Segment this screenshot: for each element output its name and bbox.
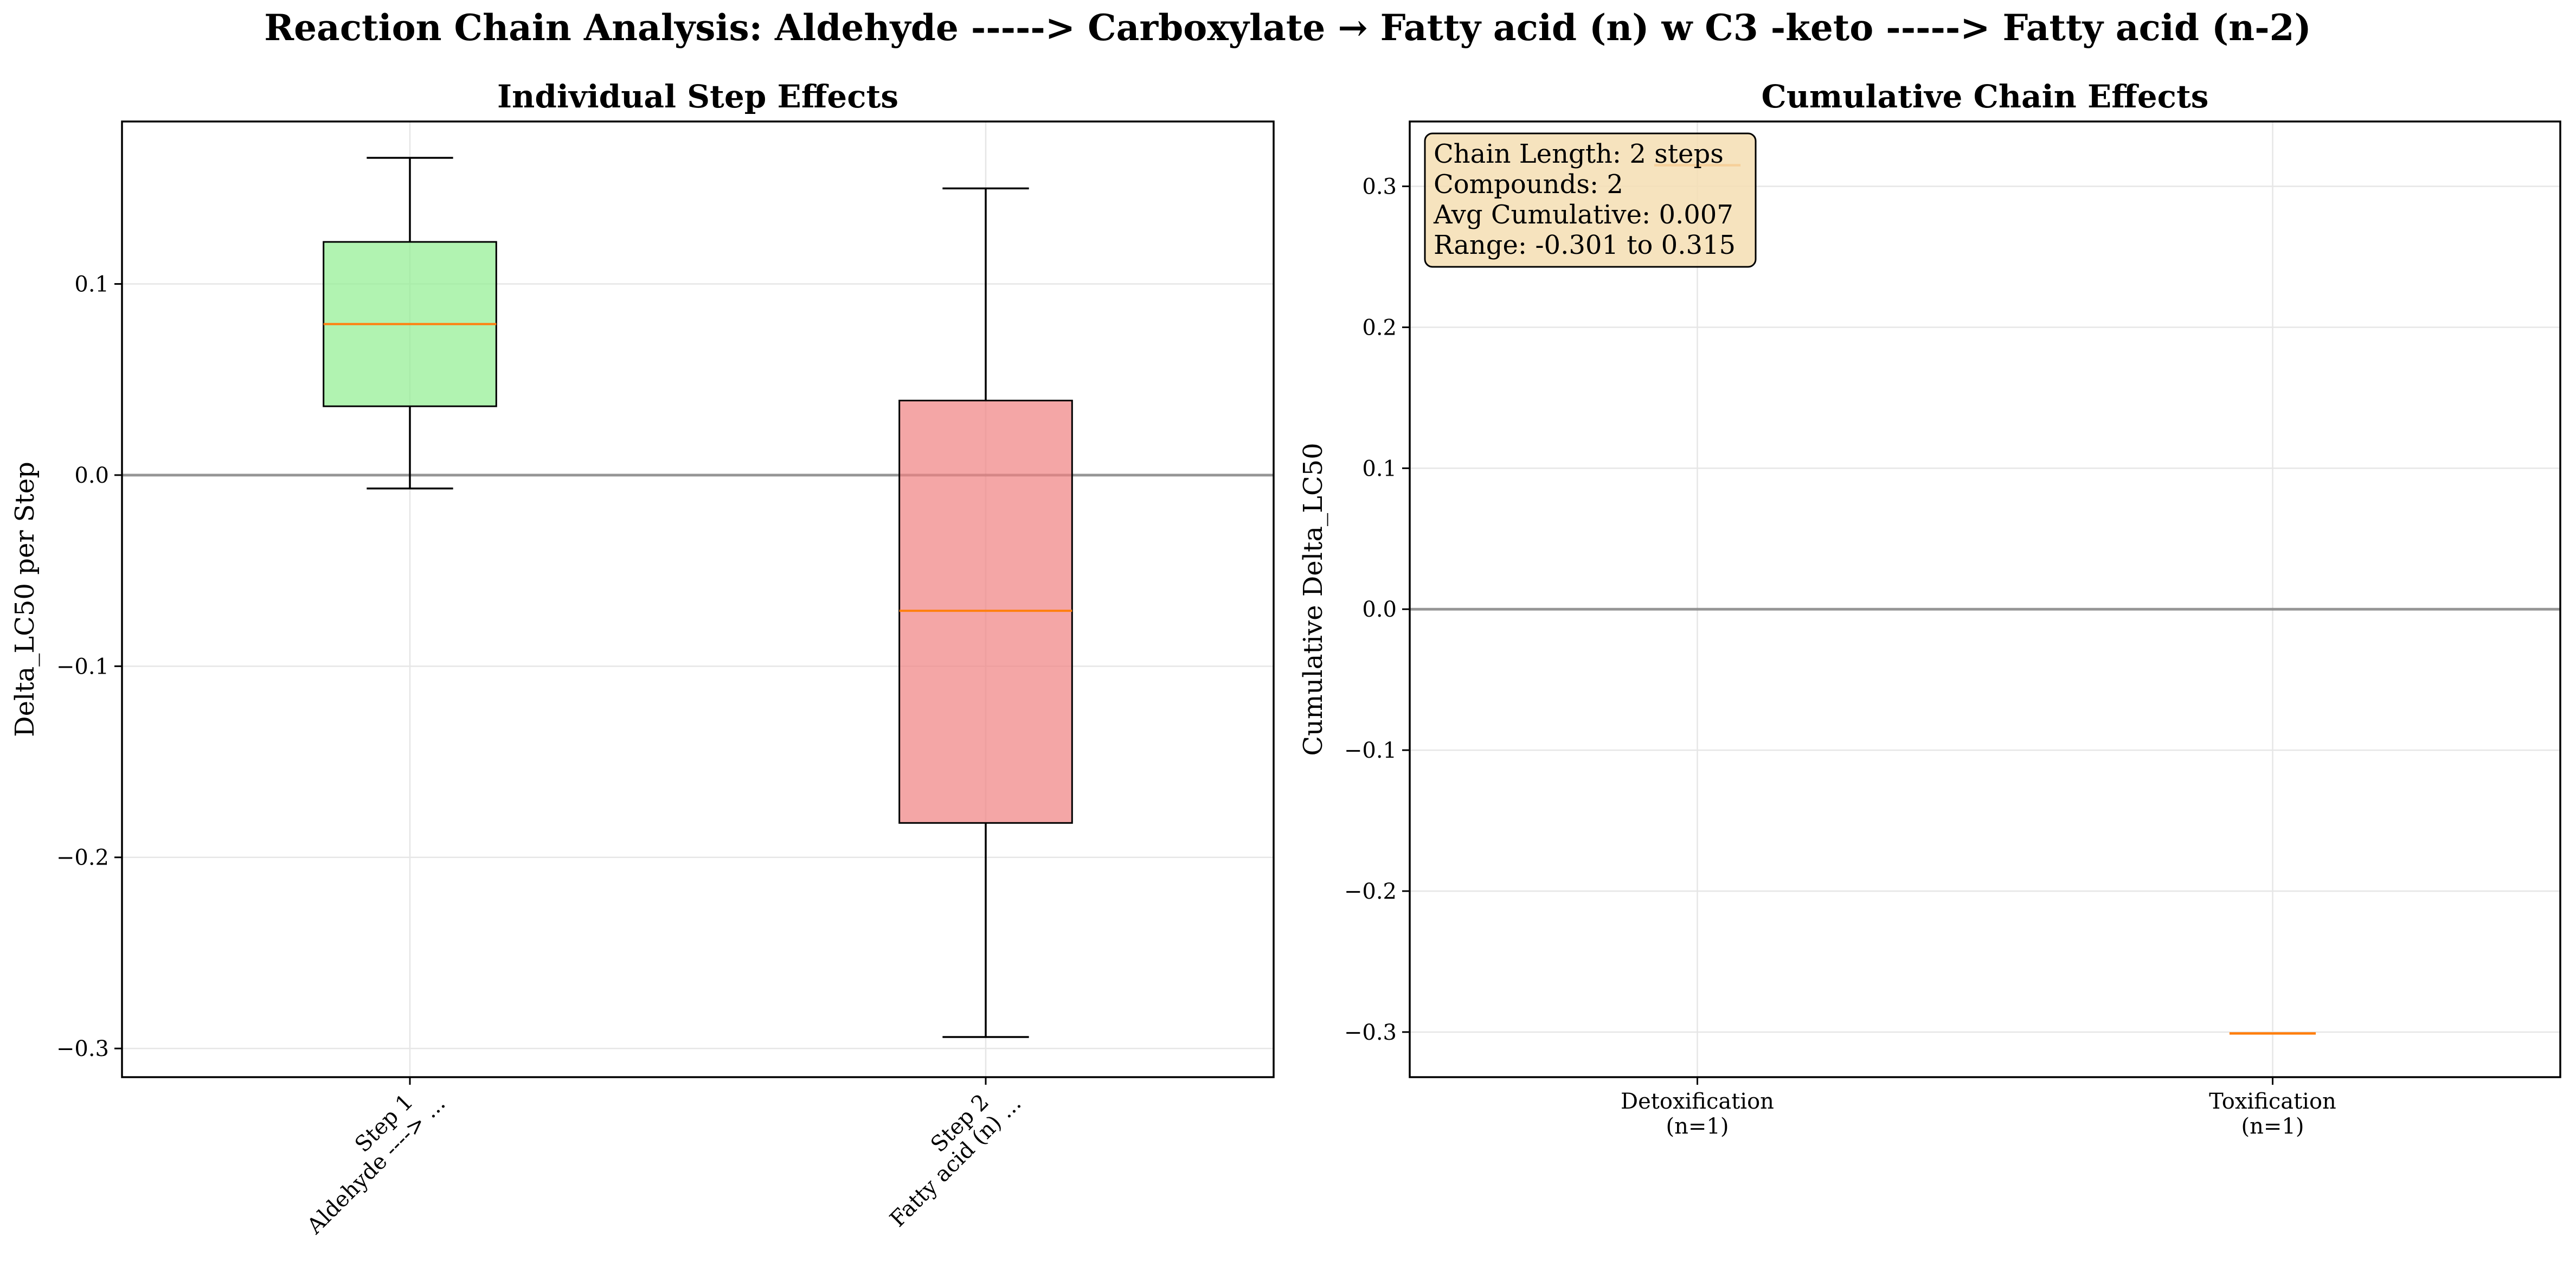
axes-frame (121, 120, 1275, 1078)
x-tick-label-line1: Detoxification (1621, 1089, 1774, 1114)
y-tick-label: 0.1 (74, 272, 109, 297)
info-box-line: Compounds: 2 (1434, 169, 1623, 200)
x-tick-label: Step 1Aldehyde ----> ... (285, 1074, 451, 1239)
y-tick-label: −0.3 (1344, 1020, 1397, 1045)
y-tick-label: −0.2 (1344, 879, 1397, 904)
info-box-line: Avg Cumulative: 0.007 (1433, 200, 1733, 230)
y-tick-label: −0.1 (1344, 738, 1397, 763)
panel-individual-step-effects: −0.3 −0.2 −0.1 0.0 0.1 Step 1Aldehyde ----> .… (10, 78, 1275, 1239)
y-axis-label: Cumulative Delta_LC50 (1298, 443, 1328, 756)
y-tick-label: 0.1 (1362, 456, 1397, 481)
info-box (1424, 132, 1757, 268)
info-box-line: Range: -0.301 to 0.315 (1434, 230, 1736, 260)
x-tick-label: Step 2Fatty acid (n) ... (868, 1074, 1026, 1232)
info-box-line: Chain Length: 2 steps (1434, 139, 1724, 169)
panel-cumulative-chain-effects: −0.3−0.2−0.10.00.10.20.3Detoxification(n… (1298, 78, 2561, 1139)
y-tick-label: −0.3 (56, 1036, 109, 1061)
y-tick-label: 0.0 (74, 463, 109, 488)
panel-title: Individual Step Effects (497, 78, 898, 115)
x-tick-label-line2: (n=1) (2241, 1114, 2304, 1139)
x-tick-label-line1: Toxification (2209, 1089, 2336, 1114)
x-tick-label-line2: (n=1) (1666, 1114, 1729, 1139)
y-axis-label: Delta_LC50 per Step (10, 462, 40, 737)
y-tick-label: 0.2 (1362, 315, 1397, 340)
y-tick-label: 0.3 (1362, 175, 1397, 200)
panel-title: Cumulative Chain Effects (1762, 78, 2209, 115)
axes-frame (1409, 120, 2561, 1078)
box-2 (898, 187, 1073, 1038)
y-tick-label: −0.1 (56, 654, 109, 679)
y-tick-label: −0.2 (56, 846, 109, 871)
figure-title: Reaction Chain Analysis: Aldehyde ----->… (264, 7, 2311, 49)
box-1 (323, 157, 497, 490)
y-tick-label: 0.0 (1362, 597, 1397, 622)
